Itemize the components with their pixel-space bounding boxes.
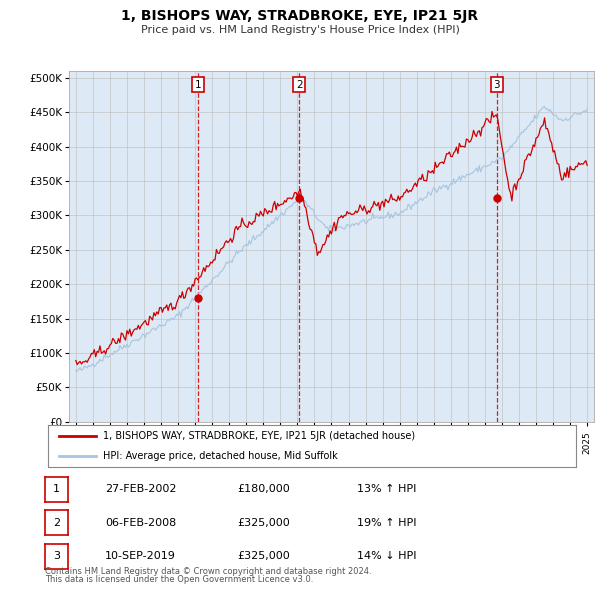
Text: 1: 1: [53, 484, 60, 494]
Text: 19% ↑ HPI: 19% ↑ HPI: [357, 518, 416, 527]
Text: 13% ↑ HPI: 13% ↑ HPI: [357, 484, 416, 494]
Text: 3: 3: [494, 80, 500, 90]
Text: £325,000: £325,000: [237, 552, 290, 561]
Text: This data is licensed under the Open Government Licence v3.0.: This data is licensed under the Open Gov…: [45, 575, 313, 584]
Text: £180,000: £180,000: [237, 484, 290, 494]
Text: 2: 2: [296, 80, 302, 90]
Text: 1, BISHOPS WAY, STRADBROKE, EYE, IP21 5JR (detached house): 1, BISHOPS WAY, STRADBROKE, EYE, IP21 5J…: [103, 431, 416, 441]
Text: Price paid vs. HM Land Registry's House Price Index (HPI): Price paid vs. HM Land Registry's House …: [140, 25, 460, 35]
Text: Contains HM Land Registry data © Crown copyright and database right 2024.: Contains HM Land Registry data © Crown c…: [45, 567, 371, 576]
Text: HPI: Average price, detached house, Mid Suffolk: HPI: Average price, detached house, Mid …: [103, 451, 338, 461]
Text: 10-SEP-2019: 10-SEP-2019: [105, 552, 176, 561]
Text: 2: 2: [53, 518, 60, 527]
Text: £325,000: £325,000: [237, 518, 290, 527]
Text: 27-FEB-2002: 27-FEB-2002: [105, 484, 176, 494]
Text: 1: 1: [194, 80, 201, 90]
Text: 3: 3: [53, 552, 60, 561]
Text: 14% ↓ HPI: 14% ↓ HPI: [357, 552, 416, 561]
Text: 1, BISHOPS WAY, STRADBROKE, EYE, IP21 5JR: 1, BISHOPS WAY, STRADBROKE, EYE, IP21 5J…: [121, 9, 479, 23]
Text: 06-FEB-2008: 06-FEB-2008: [105, 518, 176, 527]
